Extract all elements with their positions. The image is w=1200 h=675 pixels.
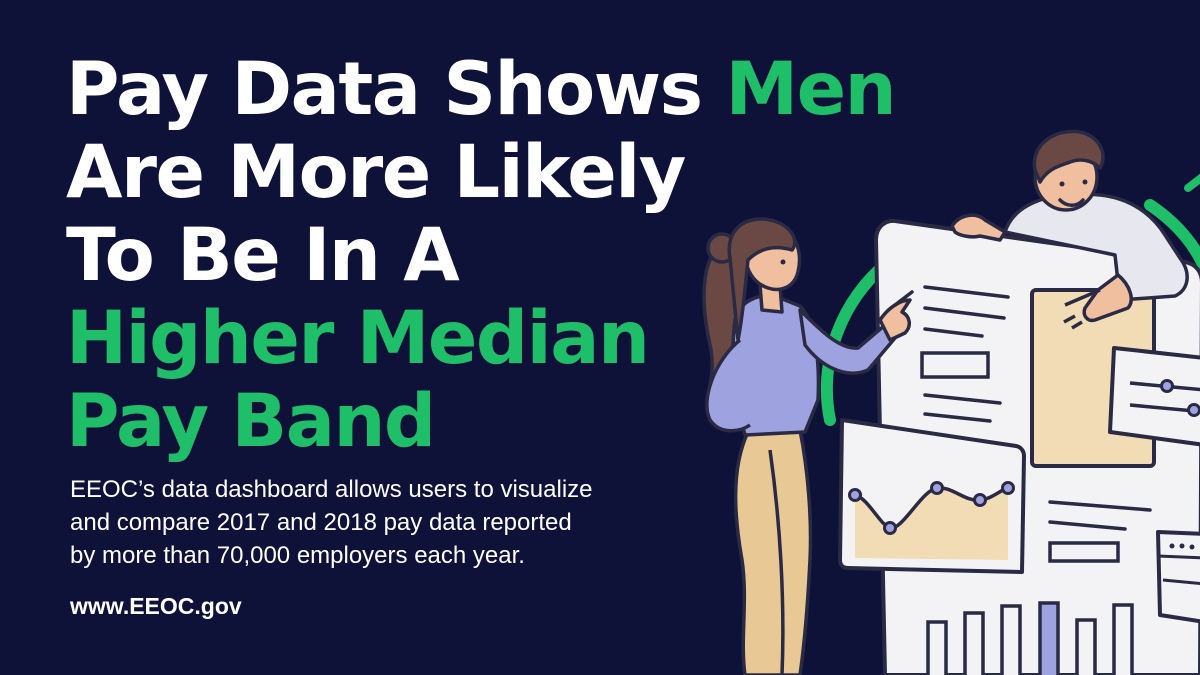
dark-tag-box [1048,541,1120,563]
description-line-2: and compare 2017 and 2018 pay data repor… [70,509,572,536]
bar-chart-graphic [926,601,1134,675]
description-line-1: EEOC’s data dashboard allows users to vi… [70,476,593,503]
woman-figure [702,217,914,675]
text-lines-block [923,285,1152,531]
website-link[interactable]: www.EEOC.gov [70,593,242,619]
man-figure [950,129,1189,330]
headline-line-1: Pay Data Shows [66,47,726,132]
slider-card [1108,346,1200,447]
dashboard-collaboration-illustration [702,129,1200,675]
headline-highlight-line-5: Pay Band [66,379,436,464]
description-line-3: by more than 70,000 employers each year. [70,542,525,569]
description: EEOC’s data dashboard allows users to vi… [70,473,710,572]
headline-line-2: Are More Likely [66,130,686,215]
headline-line-3: To Be In A [66,213,460,298]
headline-highlight-men: Men [725,47,897,132]
green-arc-decoration [821,173,1200,426]
small-tag-box [920,351,990,379]
line-chart-card [838,418,1026,574]
headline-highlight-line-4: Higher Median [66,296,650,381]
chart-points [848,481,1015,535]
browser-window-card [1156,530,1200,624]
headline: Pay Data Shows Men Are More Likely To Be I… [66,48,926,463]
